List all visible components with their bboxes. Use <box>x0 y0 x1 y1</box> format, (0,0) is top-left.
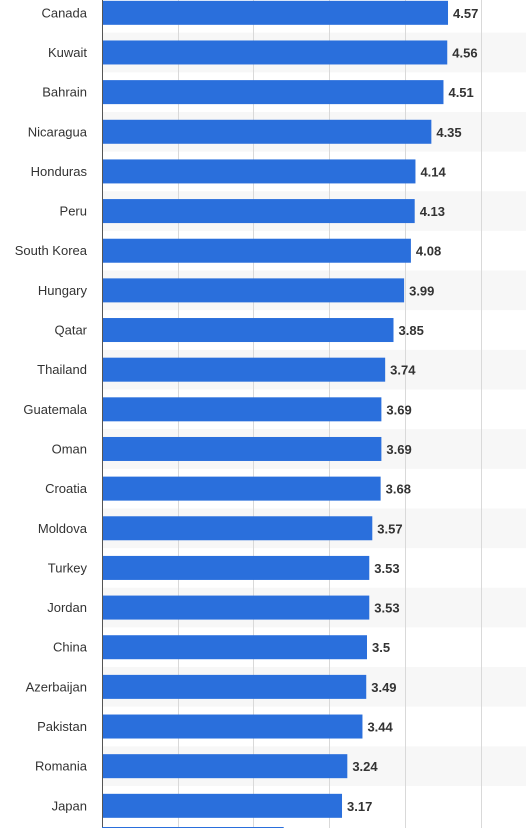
category-label: Jordan <box>47 600 87 615</box>
value-label: 4.13 <box>420 204 445 219</box>
bar <box>102 357 386 382</box>
category-label: Oman <box>52 441 87 456</box>
value-label: 4.08 <box>416 244 441 259</box>
value-label: 3.24 <box>352 759 378 774</box>
value-label: 3.5 <box>372 640 390 655</box>
value-label: 4.56 <box>452 45 477 60</box>
bar <box>102 238 411 263</box>
category-label: Romania <box>35 759 88 774</box>
bar <box>102 754 348 779</box>
bar <box>102 595 370 620</box>
bar <box>102 714 363 739</box>
value-label: 3.69 <box>386 402 411 417</box>
bar <box>102 436 382 461</box>
category-label: Nicaragua <box>28 124 88 139</box>
value-label: 3.44 <box>367 720 393 735</box>
category-label: China <box>53 640 88 655</box>
value-label: 3.53 <box>374 601 399 616</box>
value-labels: 4.57 4.56 4.51 4.35 4.14 4.13 4.08 3.99 3.85 3.74… <box>347 6 478 814</box>
category-label: Kuwait <box>48 45 87 60</box>
bar <box>102 40 448 65</box>
bar <box>102 159 416 184</box>
category-label: Japan <box>52 798 87 813</box>
category-label: Turkey <box>48 560 88 575</box>
bar <box>102 635 367 660</box>
bar <box>102 318 394 343</box>
category-label: Moldova <box>38 521 88 536</box>
value-label: 3.99 <box>409 283 434 298</box>
value-label: 4.57 <box>453 6 478 21</box>
bars <box>102 0 449 818</box>
category-label: Azerbaijan <box>26 679 87 694</box>
category-label: South Korea <box>15 243 88 258</box>
value-label: 3.74 <box>390 363 416 378</box>
bar <box>102 516 373 541</box>
value-label: 4.51 <box>448 85 473 100</box>
bar <box>102 0 449 25</box>
value-label: 3.57 <box>377 521 402 536</box>
bar <box>102 119 432 144</box>
bar <box>102 476 381 501</box>
category-label: Qatar <box>54 323 87 338</box>
value-label: 3.85 <box>399 323 424 338</box>
value-label: 3.53 <box>374 561 399 576</box>
category-labels: Canada Kuwait Bahrain Nicaragua Honduras Peru… <box>15 5 88 813</box>
category-label: Honduras <box>31 164 88 179</box>
category-label: Thailand <box>37 362 87 377</box>
bar <box>102 397 382 422</box>
bar <box>102 278 405 303</box>
bar <box>102 199 415 224</box>
bar <box>102 793 343 818</box>
bar <box>102 674 367 699</box>
value-label: 4.35 <box>436 125 461 140</box>
value-label: 3.69 <box>386 442 411 457</box>
category-label: Hungary <box>38 283 88 298</box>
category-label: Peru <box>60 204 87 219</box>
value-label: 3.68 <box>386 482 411 497</box>
bar <box>102 555 370 580</box>
category-label: Canada <box>41 5 87 20</box>
bar <box>102 80 444 105</box>
value-label: 3.49 <box>371 680 396 695</box>
category-label: Pakistan <box>37 719 87 734</box>
category-label: Bahrain <box>42 85 87 100</box>
category-label: Croatia <box>45 481 88 496</box>
value-label: 3.17 <box>347 799 372 814</box>
category-label: Guatemala <box>23 402 87 417</box>
value-label: 4.14 <box>420 164 446 179</box>
